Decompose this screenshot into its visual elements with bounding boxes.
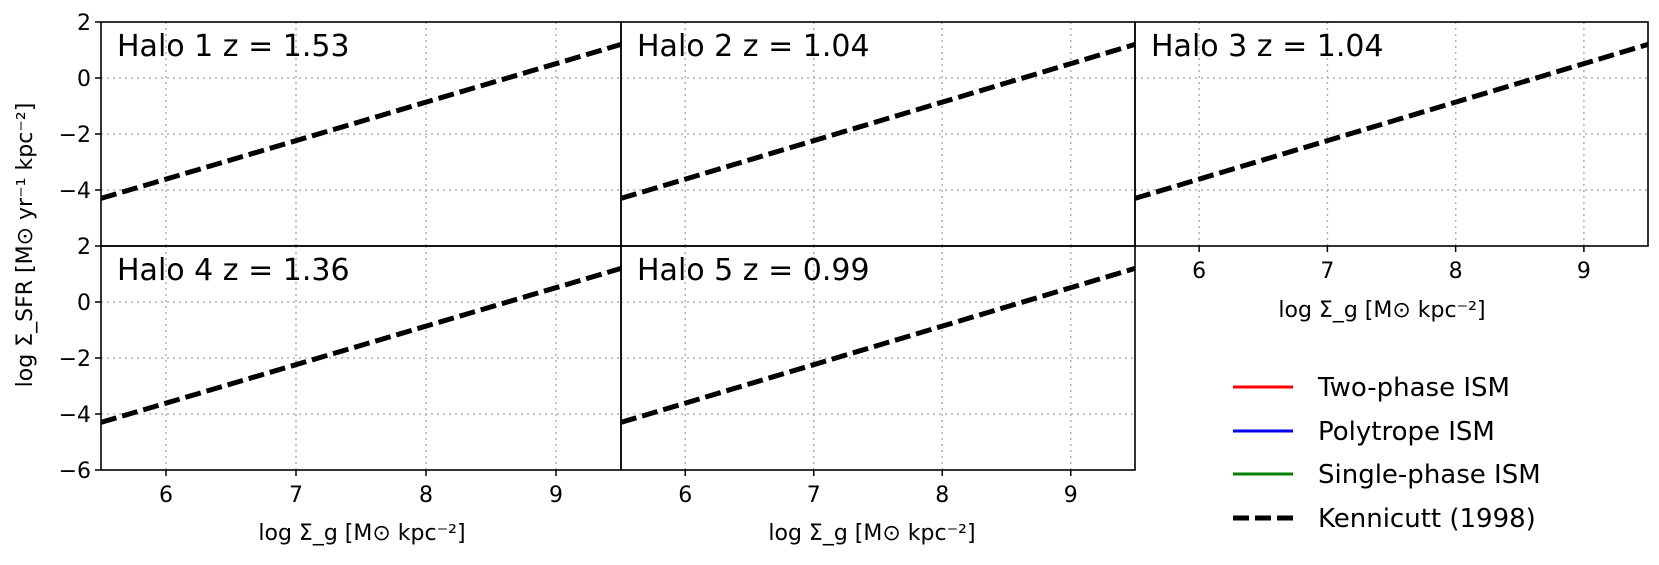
- y-tick-label: −4: [59, 179, 91, 204]
- x-tick-label: 8: [935, 483, 949, 508]
- x-tick-label: 8: [419, 483, 433, 508]
- x-tick-label: 9: [549, 483, 563, 508]
- panel-title: Halo 3 z = 1.04: [1151, 29, 1384, 64]
- x-tick-label: 7: [807, 483, 821, 508]
- x-tick-label: 9: [1064, 483, 1078, 508]
- x-tick-label: 7: [1320, 259, 1334, 284]
- y-tick-label: 0: [77, 67, 91, 92]
- panel-3: Halo 3 z = 1.04 6 7 8 9: [1134, 21, 1649, 284]
- x-tick-label: 7: [289, 483, 303, 508]
- legend-label-kennicutt: Kennicutt (1998): [1318, 504, 1536, 534]
- series-kennicutt-line: [621, 266, 1135, 425]
- x-tick-label: 6: [1192, 259, 1206, 284]
- legend-label-single-phase: Single-phase ISM: [1318, 460, 1541, 490]
- y-tick-label: −2: [59, 347, 91, 372]
- panel-frame: [1134, 21, 1649, 247]
- x-axis-label-panel-4: log Σ_g [M⊙ kpc⁻²]: [258, 521, 465, 546]
- panel-frame: [620, 245, 1136, 471]
- x-tick-label: 9: [1577, 259, 1591, 284]
- legend-label-two-phase: Two-phase ISM: [1317, 373, 1510, 403]
- series-kennicutt-line: [1135, 42, 1648, 201]
- y-tick-label: −4: [59, 403, 91, 428]
- y-tick-label: −2: [59, 123, 91, 148]
- panel-title: Halo 2 z = 1.04: [637, 29, 870, 64]
- y-tick-label: −6: [59, 459, 91, 484]
- series-kennicutt-line: [101, 42, 621, 201]
- y-tick-label: 2: [77, 235, 91, 260]
- y-axis-label: log Σ_SFR [M⊙ yr⁻¹ kpc⁻²]: [13, 103, 38, 388]
- panel-title: Halo 1 z = 1.53: [117, 29, 350, 64]
- legend-label-polytrope: Polytrope ISM: [1318, 417, 1495, 447]
- panel-title: Halo 5 z = 0.99: [637, 253, 870, 288]
- series-kennicutt-line: [101, 266, 621, 425]
- series-kennicutt-line: [621, 42, 1135, 201]
- x-tick-label: 6: [159, 483, 173, 508]
- panel-2: Halo 2 z = 1.04: [620, 21, 1136, 247]
- y-tick-label: 2: [77, 11, 91, 36]
- legend: Two-phase ISM Polytrope ISM Single-phase…: [1233, 373, 1541, 534]
- panel-5: Halo 5 z = 0.99 6 7 8 9: [620, 245, 1136, 508]
- x-axis-label-panel-3: log Σ_g [M⊙ kpc⁻²]: [1278, 298, 1485, 323]
- panel-4: Halo 4 z = 1.36 6 7 8 9 2 0 −2 −4 −6: [59, 235, 622, 508]
- panels: Halo 1 z = 1.53 2 0 −2 −4 Halo 2 z = 1.04 Halo…: [59, 11, 1649, 508]
- panel-title: Halo 4 z = 1.36: [117, 253, 350, 288]
- x-tick-label: 8: [1449, 259, 1463, 284]
- x-tick-label: 6: [678, 483, 692, 508]
- x-axis-label-panel-5: log Σ_g [M⊙ kpc⁻²]: [768, 521, 975, 546]
- y-tick-label: 0: [77, 291, 91, 316]
- panel-1: Halo 1 z = 1.53 2 0 −2 −4: [59, 11, 622, 247]
